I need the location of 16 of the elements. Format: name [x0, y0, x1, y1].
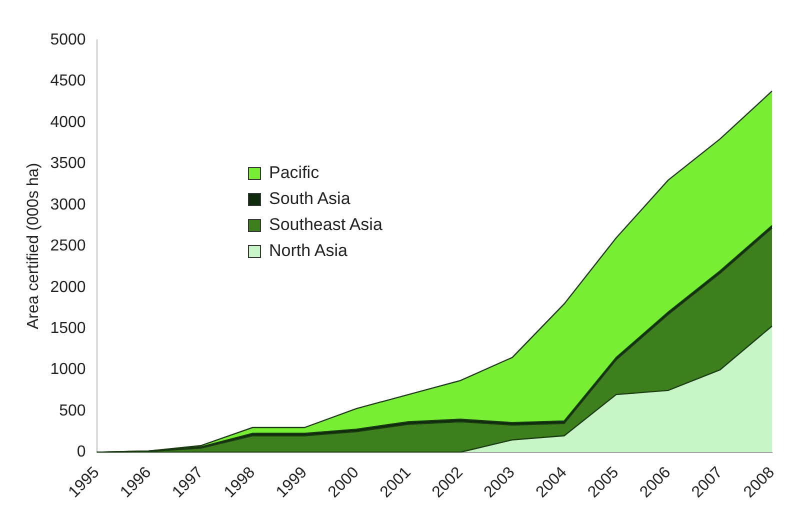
- y-tick-label: 4500: [50, 72, 86, 90]
- legend-label: Southeast Asia: [269, 214, 382, 236]
- y-tick-label: 500: [59, 402, 86, 420]
- y-tick-label: 3000: [50, 196, 86, 214]
- legend-label: Pacific: [269, 162, 320, 184]
- legend-label: North Asia: [269, 240, 348, 262]
- y-tick-label: 2000: [50, 278, 86, 296]
- y-axis-title: Area certified (000s ha): [25, 162, 42, 330]
- y-tick-label: 2500: [50, 238, 86, 255]
- y-tick-label: 5000: [50, 31, 86, 48]
- y-tick-label: 1000: [50, 361, 86, 378]
- y-tick-label: 1500: [50, 320, 86, 337]
- y-tick-label: 4000: [50, 114, 86, 131]
- legend-label: South Asia: [269, 188, 350, 210]
- y-tick-label: 0: [76, 444, 86, 461]
- y-tick-label: 3500: [50, 155, 86, 172]
